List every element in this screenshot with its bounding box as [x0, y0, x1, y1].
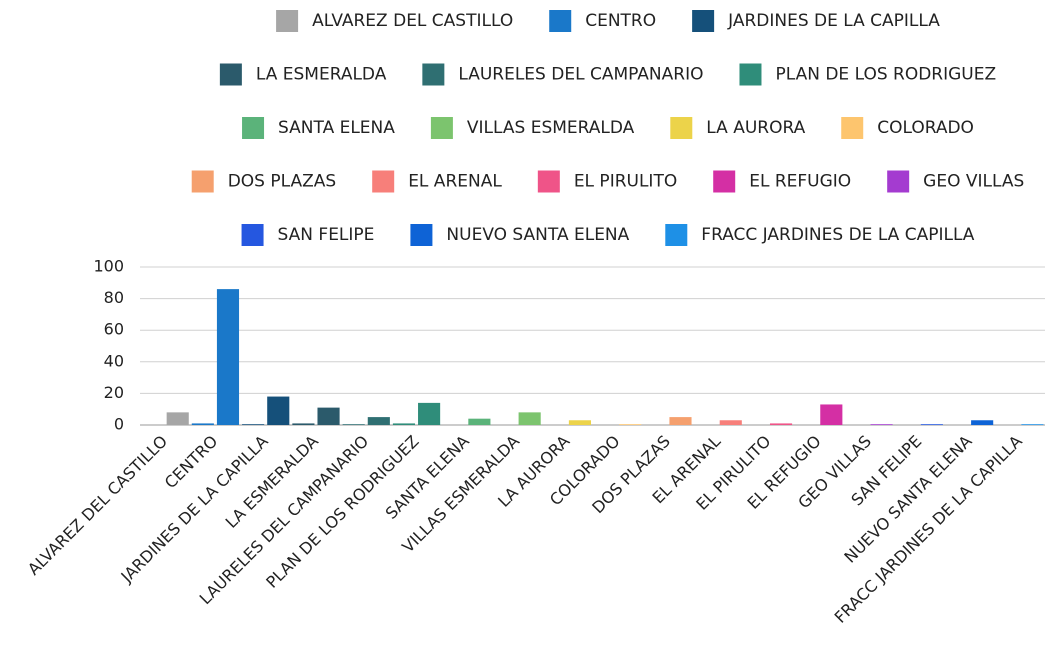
x-tick-label: LA ESMERALDA — [222, 432, 322, 532]
bar — [166, 412, 189, 425]
legend-item: SANTA ELENA — [242, 117, 395, 139]
legend-swatch — [670, 117, 693, 139]
legend-item: LA AURORA — [670, 117, 806, 139]
legend-label: GEO VILLAS — [923, 172, 1024, 192]
legend-label: LA ESMERALDA — [256, 65, 387, 85]
legend-swatch — [242, 117, 265, 139]
bar — [619, 424, 642, 425]
legend-label: EL PIRULITO — [574, 172, 677, 192]
legend-swatch — [887, 170, 910, 193]
legend-item: LA ESMERALDA — [219, 63, 387, 86]
legend-label: SANTA ELENA — [278, 118, 395, 138]
bar — [267, 396, 290, 425]
legend-label: EL REFUGIO — [749, 172, 851, 192]
legend-label: JARDINES DE LA CAPILLA — [727, 11, 940, 31]
legend-label: ALVAREZ DEL CASTILLO — [312, 11, 513, 31]
legend-item: SAN FELIPE — [241, 224, 375, 246]
legend-swatch — [841, 117, 864, 139]
legend-swatch — [739, 63, 762, 86]
bar — [242, 424, 265, 425]
bar — [317, 407, 340, 425]
legend-item: VILLAS ESMERALDA — [430, 117, 635, 139]
legend-label: SAN FELIPE — [278, 225, 375, 245]
legend-item: DOS PLAZAS — [191, 170, 336, 193]
y-tick-label: 0 — [114, 415, 124, 434]
bar — [870, 424, 893, 425]
legend-label: FRACC JARDINES DE LA CAPILLA — [701, 225, 975, 245]
y-tick-label: 20 — [104, 383, 124, 402]
legend-item: EL REFUGIO — [713, 170, 851, 193]
bar — [1021, 424, 1044, 425]
bar — [367, 417, 390, 425]
legend-item: JARDINES DE LA CAPILLA — [692, 10, 940, 32]
legend-item: GEO VILLAS — [887, 170, 1024, 193]
bar — [820, 404, 843, 425]
legend-item: NUEVO SANTA ELENA — [410, 224, 630, 246]
legend-item: CENTRO — [549, 10, 656, 32]
legend-label: COLORADO — [877, 118, 974, 138]
legend-label: CENTRO — [585, 11, 656, 31]
legend-label: PLAN DE LOS RODRIGUEZ — [775, 65, 996, 85]
legend-label: LAURELES DEL CAMPANARIO — [458, 65, 703, 85]
legend-item: EL PIRULITO — [537, 170, 677, 193]
legend-label: DOS PLAZAS — [228, 172, 336, 192]
x-tick-label: FRACC JARDINES DE LA CAPILLA — [831, 432, 1026, 627]
legend-label: LA AURORA — [706, 118, 805, 138]
legend-item: PLAN DE LOS RODRIGUEZ — [739, 63, 996, 86]
bar — [518, 412, 541, 425]
y-tick-label: 100 — [93, 257, 124, 276]
y-tick-label: 60 — [104, 320, 124, 339]
bar — [920, 424, 943, 425]
y-tick-label: 40 — [104, 351, 124, 370]
y-tick-label: 80 — [104, 288, 124, 307]
legend: ALVAREZ DEL CASTILLO CENTRO JARDINES DE LA… — [191, 10, 1024, 246]
bar — [216, 289, 240, 425]
legend-swatch — [191, 170, 214, 193]
legend-swatch — [372, 170, 395, 193]
legend-swatch — [430, 117, 453, 139]
bar — [468, 418, 491, 425]
legend-label: NUEVO SANTA ELENA — [446, 225, 629, 245]
legend-item: ALVAREZ DEL CASTILLO — [276, 10, 513, 32]
legend-swatch — [713, 170, 736, 193]
bar — [191, 423, 214, 425]
bar — [292, 423, 315, 425]
bar — [719, 420, 742, 425]
legend-item: EL ARENAL — [372, 170, 502, 193]
legend-swatch — [410, 224, 433, 246]
bar — [342, 424, 365, 425]
legend-label: EL ARENAL — [408, 172, 502, 192]
legend-swatch — [219, 63, 242, 86]
bar — [392, 423, 416, 425]
bar — [669, 417, 692, 425]
bar — [568, 420, 591, 425]
legend-item: LAURELES DEL CAMPANARIO — [422, 63, 703, 86]
legend-swatch — [537, 170, 560, 193]
legend-item: FRACC JARDINES DE LA CAPILLA — [665, 224, 975, 246]
legend-swatch — [241, 224, 264, 246]
legend-swatch — [549, 10, 572, 32]
legend-swatch — [692, 10, 715, 32]
legend-swatch — [665, 224, 688, 246]
bar — [418, 402, 441, 425]
legend-swatch — [276, 10, 299, 32]
legend-swatch — [422, 63, 445, 86]
bar — [769, 423, 793, 425]
legend-label: VILLAS ESMERALDA — [467, 118, 635, 138]
legend-item: COLORADO — [841, 117, 974, 139]
bar — [971, 420, 994, 425]
